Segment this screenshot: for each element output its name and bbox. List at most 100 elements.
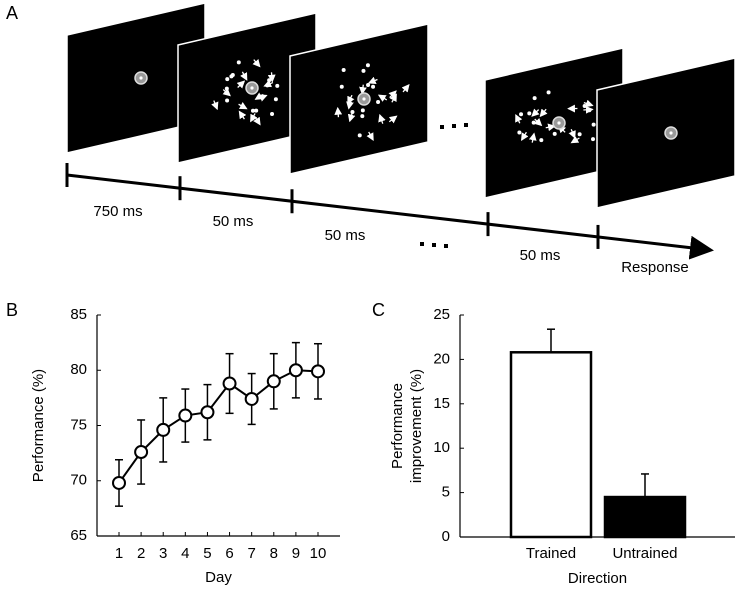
y-tick-label: 0 (442, 528, 450, 545)
motion-arrow (531, 108, 540, 117)
motion-arrow (570, 135, 580, 144)
dot (519, 112, 524, 117)
data-point (156, 422, 171, 437)
y-tick-label: 70 (70, 472, 87, 489)
motion-arrow (515, 113, 523, 124)
interval-label: 50 ms (325, 227, 366, 244)
dot (270, 112, 275, 117)
x-tick-label: Trained (526, 545, 576, 562)
dot (250, 108, 255, 113)
ellipsis-dot (452, 124, 456, 128)
motion-arrow (236, 80, 246, 89)
interval-label: 750 ms (93, 203, 142, 220)
dot (539, 138, 544, 143)
data-line (118, 369, 319, 484)
motion-arrow (252, 58, 261, 68)
panel-label: C (372, 300, 385, 320)
ellipsis-dot (432, 243, 436, 247)
y-tick-label: 65 (70, 527, 87, 544)
dot (376, 100, 381, 105)
motion-arrow (378, 113, 386, 124)
motion-arrow (401, 83, 410, 93)
dot (577, 132, 582, 137)
bar (603, 495, 687, 539)
fixation-center (250, 86, 254, 90)
motion-arrow (583, 99, 594, 108)
dot (225, 77, 230, 82)
x-tick-label: 3 (159, 545, 167, 562)
y-tick-label: 75 (70, 416, 87, 433)
motion-arrow (359, 84, 367, 95)
ellipsis-dot (444, 244, 448, 248)
x-tick-label: 6 (225, 545, 233, 562)
data-point (311, 364, 325, 379)
motion-arrow (521, 131, 529, 142)
dot (254, 108, 259, 113)
data-point (134, 445, 149, 460)
data-point (266, 374, 281, 389)
dot (591, 137, 596, 142)
y-axis-label: improvement (%) (408, 369, 425, 483)
motion-arrow (211, 100, 219, 111)
dot (365, 63, 370, 68)
y-tick-label: 10 (433, 439, 450, 456)
motion-arrow (263, 79, 274, 88)
dot (348, 97, 353, 102)
dot (360, 108, 365, 113)
dot (350, 109, 355, 114)
y-tick-label: 5 (442, 484, 450, 501)
interval-label: 50 ms (520, 247, 561, 264)
dot (273, 97, 278, 102)
x-tick-label: 5 (203, 545, 211, 562)
timeline-diagram: 750 ms 50 ms 50 ms 50 ms Response (65, 2, 736, 276)
interval-label: 50 ms (213, 213, 254, 230)
motion-arrow (583, 105, 594, 114)
data-point (178, 408, 193, 423)
motion-arrow (528, 132, 537, 143)
data-point (244, 391, 259, 406)
dot (371, 84, 376, 89)
motion-arrow (267, 72, 276, 83)
y-axis-label: Performance (%) (30, 369, 47, 482)
fixation-center (362, 97, 366, 101)
x-axis-label: Direction (568, 570, 627, 587)
motion-arrow (533, 117, 543, 127)
fixation-center (139, 76, 143, 80)
bar (509, 351, 593, 539)
dot (517, 130, 522, 135)
dot (361, 68, 366, 73)
motion-arrow (545, 123, 556, 132)
fixation-center (669, 131, 673, 135)
dot (360, 114, 365, 119)
response-label: Response (621, 259, 689, 276)
motion-arrow (238, 102, 248, 110)
dot (236, 60, 241, 65)
motion-arrow (222, 88, 231, 97)
x-axis-label: Day (205, 569, 232, 586)
motion-arrow (539, 108, 548, 118)
y-tick-label: 25 (433, 306, 450, 323)
x-tick-label: 7 (247, 545, 255, 562)
dot (531, 120, 536, 125)
dot (267, 78, 272, 83)
ellipsis-dot (440, 125, 444, 129)
dot (532, 96, 537, 101)
y-tick-label: 85 (70, 306, 87, 323)
y-axis-label: Performance (389, 383, 406, 469)
x-tick-label: Untrained (612, 545, 677, 562)
timeline (66, 173, 714, 260)
data-point (200, 405, 215, 420)
dot (224, 86, 229, 91)
motion-arrow (388, 115, 398, 124)
motion-arrow (250, 113, 258, 123)
motion-arrow (568, 129, 576, 139)
ellipsis-dot (420, 242, 424, 246)
motion-arrow (377, 94, 388, 102)
x-tick-label: 8 (270, 545, 278, 562)
dot (357, 133, 362, 138)
x-tick-label: 1 (115, 545, 123, 562)
dot (225, 98, 230, 103)
panel-label: A (6, 3, 18, 23)
panel-label: B (6, 300, 18, 320)
